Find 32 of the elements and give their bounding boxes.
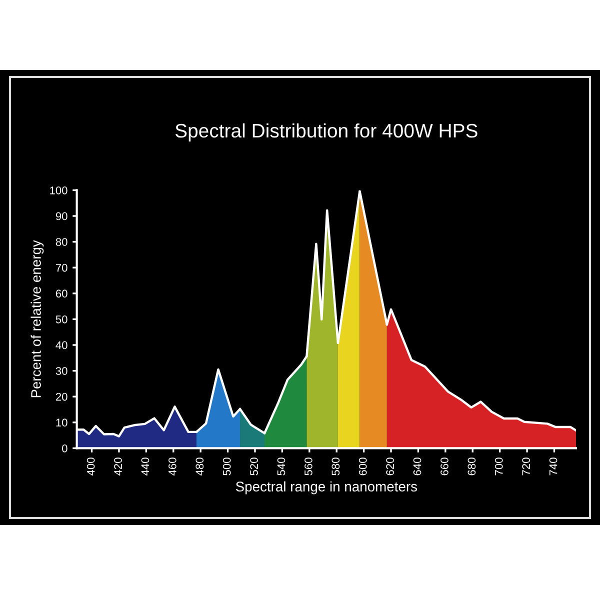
x-tick-label: 420 xyxy=(114,458,122,476)
y-tick-label: 40 xyxy=(56,341,68,350)
y-tick-label: 70 xyxy=(56,264,68,272)
y-axis-title: Percent of relative energy xyxy=(30,240,44,398)
y-tick-label: 20 xyxy=(56,392,68,401)
y-tick-label: 0 xyxy=(62,444,68,452)
y-tick-label: 30 xyxy=(56,367,68,375)
x-tick-label: 400 xyxy=(86,458,95,476)
x-tick-label: 580 xyxy=(332,458,340,476)
y-tick-label: 80 xyxy=(56,238,68,246)
x-tick-label: 480 xyxy=(196,458,204,476)
x-tick-label: 440 xyxy=(141,458,150,476)
x-tick-label: 660 xyxy=(440,458,448,476)
x-tick-label: 640 xyxy=(413,458,422,476)
x-tick-label: 680 xyxy=(468,458,476,476)
x-tick-label: 540 xyxy=(277,458,286,476)
x-axis-title: Spectral range in nanometers xyxy=(236,481,418,494)
x-tick-label: 500 xyxy=(222,458,231,476)
x-tick-label: 520 xyxy=(250,458,258,476)
y-tick-label: 50 xyxy=(56,315,68,324)
chart-title: Spectral Distribution for 400W HPS xyxy=(175,123,478,142)
x-tick-label: 460 xyxy=(168,458,176,476)
x-tick-label: 620 xyxy=(386,458,394,476)
y-tick-label: 60 xyxy=(56,290,68,298)
x-tick-label: 560 xyxy=(304,458,312,476)
x-tick-label: 720 xyxy=(522,458,530,476)
x-tick-label: 700 xyxy=(494,458,503,476)
x-tick-label: 740 xyxy=(549,458,558,476)
y-tick-label: 10 xyxy=(56,418,68,427)
x-tick-label: 600 xyxy=(358,458,367,476)
y-tick-label: 100 xyxy=(50,186,68,194)
y-tick-label: 90 xyxy=(56,212,68,220)
